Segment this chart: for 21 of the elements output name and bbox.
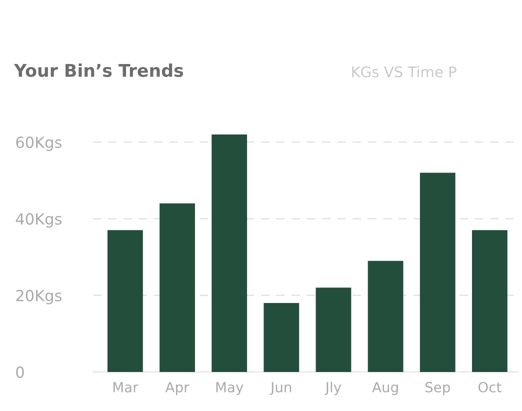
- x-tick-label: Mar: [113, 382, 138, 392]
- x-tick-label: Jun: [270, 382, 292, 396]
- bar: [316, 288, 352, 372]
- bar: [107, 230, 143, 372]
- x-tick-label: Jly: [324, 382, 342, 396]
- bar: [420, 172, 456, 372]
- bar: [472, 230, 508, 372]
- y-tick-label: 40Kgs: [16, 213, 62, 228]
- bar: [212, 134, 248, 372]
- x-tick-label: Oct: [478, 382, 502, 392]
- bar: [160, 203, 195, 372]
- y-tick-label: 20Kgs: [16, 290, 62, 304]
- x-tick-label: Aug: [372, 382, 398, 396]
- bar: [368, 260, 404, 372]
- x-tick-label: Sep: [425, 382, 450, 396]
- y-tick-label: 60Kgs: [16, 136, 62, 152]
- x-tick-label: May: [216, 382, 244, 396]
- chart-title: Your Bin’s Trends: [14, 64, 184, 77]
- y-tick-label: 0: [16, 366, 24, 378]
- x-tick-label: Apr: [165, 382, 190, 396]
- bar: [264, 302, 300, 372]
